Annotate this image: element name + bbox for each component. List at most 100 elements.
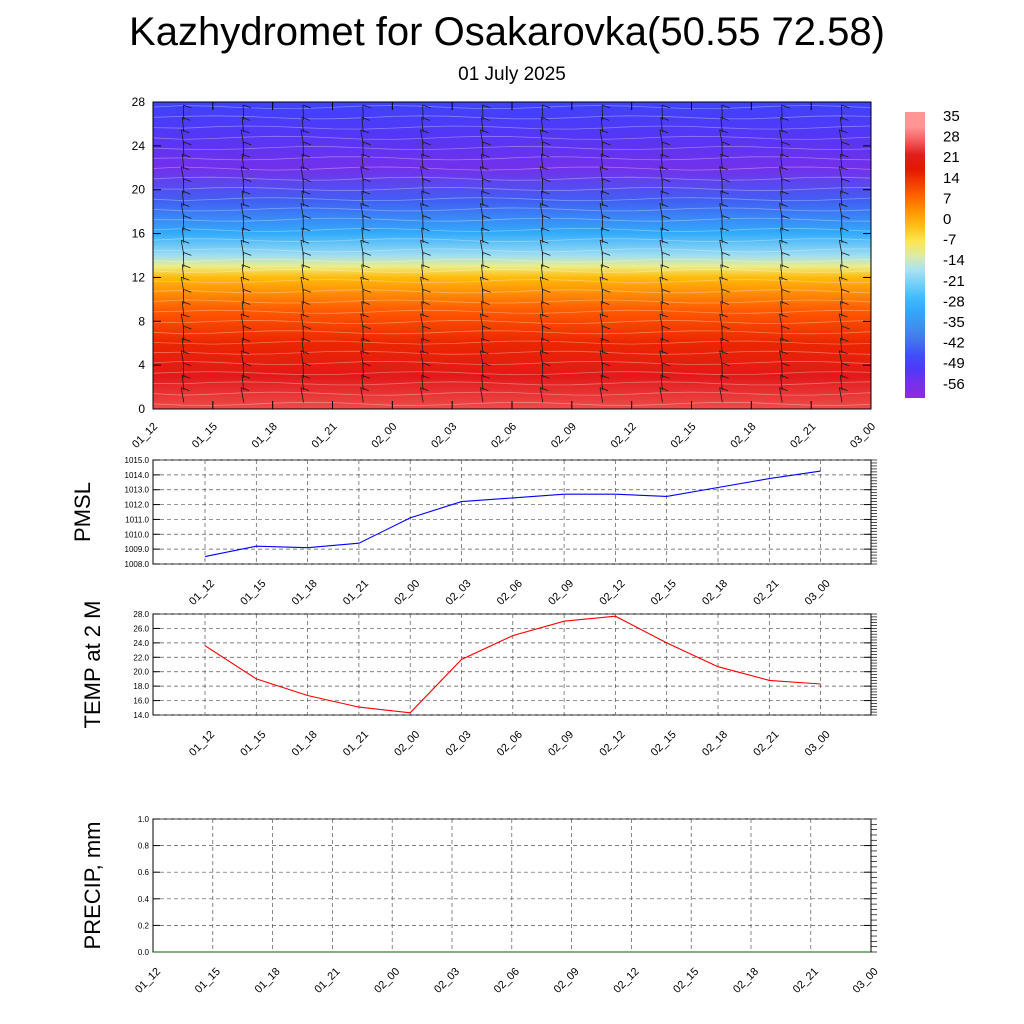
y-tick-label: 0.8: [138, 842, 150, 851]
wind-barb: [781, 104, 790, 120]
wind-barb: [661, 104, 671, 120]
y-tick-label: 28: [132, 95, 146, 109]
colorbar-label: -14: [943, 252, 965, 269]
x-tick-label: 01_21: [341, 578, 371, 608]
x-tick-label: 03_00: [803, 729, 833, 759]
x-tick-label: 02_06: [489, 421, 519, 451]
colorbar-label: -42: [943, 335, 965, 352]
x-tick-label: 01_21: [310, 421, 340, 451]
wind-barb: [420, 350, 429, 366]
wind-barb: [420, 203, 429, 219]
y-tick-label: 16: [132, 227, 146, 241]
wind-barb: [539, 313, 549, 329]
wind-barb: [599, 203, 609, 219]
chart-title: Kazhydromet for Osakarovka(50.55 72.58): [129, 10, 885, 54]
x-tick-label: 02_21: [751, 729, 781, 759]
wind-barb: [719, 239, 728, 256]
colorbar-labels: 35 28 21 14 7 0 -7 -14 -21 -28 -35 -42 -49 -56: [943, 108, 965, 393]
x-tick-label: 01_12: [187, 729, 217, 759]
x-tick-label: 02_21: [788, 421, 818, 451]
isotherm-line: [152, 309, 872, 314]
wind-barb: [721, 104, 730, 120]
series-line: [204, 615, 821, 714]
isotherm-line: [152, 391, 872, 396]
wind-barb: [240, 166, 250, 182]
wind-barb: [839, 350, 848, 366]
isotherm-line: [152, 115, 872, 120]
wind-barb: [599, 276, 609, 292]
x-tick-label: 01_15: [238, 729, 268, 759]
wind-barb: [779, 203, 788, 219]
x-tick-label: 02_21: [791, 966, 821, 996]
wind-barb: [839, 313, 848, 329]
wind-barb: [719, 166, 728, 182]
x-tick-label: 01_21: [312, 966, 342, 996]
wind-barb: [839, 129, 848, 145]
wind-barb: [360, 239, 369, 256]
wind-barb: [659, 350, 669, 366]
y-axis-label: PRECIP, mm: [80, 822, 105, 950]
wind-barb: [422, 104, 431, 120]
wind-barb: [719, 350, 728, 366]
isotherm-lines: [152, 105, 872, 406]
y-tick-label: 12: [132, 270, 146, 284]
wind-barb: [779, 129, 788, 145]
x-tick-label: 01_12: [130, 421, 160, 451]
wind-barb: [659, 276, 669, 292]
wind-barb: [360, 276, 369, 292]
wind-barb: [300, 239, 310, 256]
isotherm-line: [152, 320, 872, 325]
wind-barb: [482, 104, 491, 120]
wind-barb: [420, 166, 429, 182]
isotherm-line: [152, 371, 872, 376]
wind-barb: [240, 239, 250, 256]
x-tick-label: 02_03: [429, 421, 459, 451]
isotherm-line: [152, 217, 872, 222]
isotherm-line: [152, 238, 872, 243]
wind-barb: [839, 276, 848, 292]
wind-barb: [599, 129, 609, 145]
y-tick-label: 0.4: [138, 895, 150, 904]
wind-barb: [839, 387, 848, 403]
wind-barb: [300, 387, 310, 403]
y-tick-label: 1013.0: [125, 486, 150, 495]
wind-barb: [541, 104, 551, 120]
x-tick-label: 02_06: [495, 578, 525, 608]
x-tick-label: 02_09: [549, 421, 579, 451]
x-tick-label: 01_15: [238, 578, 268, 608]
wind-barb: [240, 276, 250, 292]
x-tick-label: 02_06: [492, 966, 522, 996]
x-tick-label: 02_00: [392, 729, 422, 759]
wind-barb: [420, 276, 429, 292]
colorbar-label: 35: [943, 108, 960, 125]
wind-barb: [539, 387, 549, 403]
wind-barb: [242, 104, 252, 120]
colorbar-label: -7: [943, 232, 956, 249]
wind-barb: [719, 129, 728, 145]
y-tick-label: 20.0: [133, 668, 149, 677]
isotherm-line: [152, 340, 872, 345]
colorbar-label: 14: [943, 170, 960, 187]
x-tick-label: 02_03: [432, 966, 462, 996]
x-tick-label: 03_00: [851, 966, 881, 996]
x-tick-label: 02_15: [671, 966, 701, 996]
wind-barb: [180, 166, 190, 182]
colorbar-label: -49: [943, 355, 965, 372]
isotherm-line: [152, 166, 872, 171]
isotherm-line: [152, 248, 872, 253]
wind-barb: [480, 166, 489, 182]
wind-barb: [719, 276, 728, 292]
isotherm-line: [152, 289, 872, 294]
y-tick-label: 1009.0: [125, 545, 150, 554]
x-tick-label: 02_00: [369, 421, 399, 451]
y-tick-label: 14.0: [133, 711, 149, 720]
isotherm-line: [152, 207, 872, 212]
x-tick-label: 02_15: [649, 578, 679, 608]
colorbar-label: 7: [943, 190, 951, 207]
wind-barb: [841, 104, 850, 120]
y-tick-label: 1012.0: [125, 501, 150, 510]
y-tick-label: 22.0: [133, 653, 149, 662]
series-line: [204, 470, 821, 558]
wind-barb: [420, 239, 429, 256]
